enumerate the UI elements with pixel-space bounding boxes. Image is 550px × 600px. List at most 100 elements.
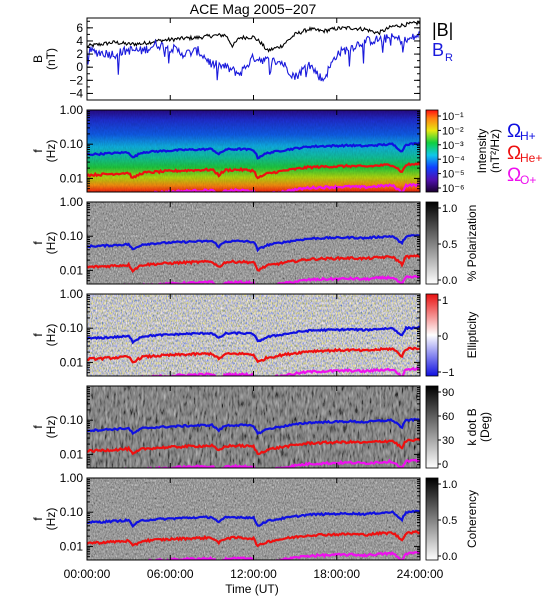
colorbar-units: (Deg) (478, 412, 492, 442)
omega-he-line (87, 253, 420, 274)
panel-coherency: 1.00 0.10 0.01 f (Hz) 1.0 0.5 0.0 Coherency (31, 471, 479, 563)
panel-ellipticity: 1.00 0.10 0.01 f (Hz) 1 0 −1 Ellipticity (31, 287, 479, 379)
colorbar-tick-label: 1.0 (442, 479, 457, 491)
legend-b-radial: B (432, 40, 444, 60)
y-tick-label: 0.01 (60, 263, 84, 277)
y-tick-label: 2 (76, 47, 83, 61)
colorbar-tick-label: 10⁻⁵ (442, 169, 465, 181)
y-axis-units: (Hz) (44, 232, 58, 255)
y-tick-label: 0.01 (60, 447, 84, 461)
y-tick-label: 1.00 (60, 287, 84, 301)
colorbar-tick-label: 30 (442, 435, 454, 447)
x-tick-label: 24:00:00 (397, 567, 444, 581)
y-axis-label: f (31, 517, 45, 521)
series-b-radial-line (86, 31, 421, 82)
legend-omega-symbol: Ω (507, 121, 521, 142)
spectrogram-kdotb (87, 386, 420, 468)
spectrogram-polarization (87, 202, 420, 284)
colorbar-tick-label: 0 (442, 459, 448, 471)
spectrogram-intensity (87, 110, 420, 192)
y-axis-label: f (31, 241, 45, 245)
colorbar-tick-label: 10⁻² (442, 125, 464, 137)
omega-he-line (87, 346, 420, 364)
spectrogram-coherency (87, 478, 420, 560)
colorbar (425, 109, 439, 193)
legend-b-radial-sub: R (445, 52, 453, 64)
omega-h-line (87, 141, 420, 160)
panel-polarization: 1.00 0.10 0.01 f (Hz) 1.0 0.5 0.0 % Polarization (31, 195, 479, 287)
x-tick-label: 12:00:00 (230, 567, 277, 581)
colorbar-tick-label: 10⁻⁶ (442, 183, 465, 195)
colorbar-tick-label: 0.5 (442, 515, 457, 527)
panel-intensity: 1.00 0.10 0.01 f (Hz) 10⁻¹ 10⁻² 10⁻³ 10⁻⁴ 10⁻⁵ 10⁻… (31, 103, 542, 195)
colorbar-units: (nT²/Hz) (488, 129, 502, 173)
colorbar-tick-label: 0.0 (442, 275, 457, 287)
y-tick-label: 0.01 (60, 355, 84, 369)
x-tick-label: 06:00:00 (147, 567, 194, 581)
omega-o-line (123, 550, 420, 560)
y-axis-units: (Hz) (44, 140, 58, 163)
panel-kdotb: 0.10 0.01 f (Hz) 90 60 30 0 k dot B (Deg) (31, 385, 492, 471)
colorbar-tick-label: 10⁻³ (442, 140, 464, 152)
series-b-total-line (86, 20, 421, 53)
y-axis-units: (Hz) (44, 508, 58, 531)
omega-h-line (87, 417, 420, 436)
colorbar-label: Coherency (465, 490, 479, 548)
y-tick-label: 0 (76, 60, 83, 74)
omega-h-line (87, 509, 420, 529)
omega-he-line (87, 437, 420, 456)
y-tick-label: 0.10 (60, 413, 84, 427)
colorbar-tick-label: 0.0 (442, 551, 457, 563)
y-axis-units: (nT) (44, 48, 58, 70)
y-axis-label: f (31, 149, 45, 153)
colorbar (425, 477, 439, 561)
y-axis-units: (Hz) (44, 324, 58, 347)
colorbar-tick-label: 60 (442, 411, 454, 423)
x-axis-label: Time (UT) (225, 582, 279, 596)
legend-omega-sub: He+ (520, 151, 542, 165)
y-axis-label: B (31, 55, 45, 63)
colorbar-tick-label: 1 (442, 295, 448, 307)
legend-b-total: |B| (432, 20, 453, 40)
colorbar-label: Ellipticity (465, 312, 479, 359)
y-tick-label: 0.10 (60, 505, 84, 519)
y-tick-label: 1.00 (60, 103, 84, 117)
colorbar (425, 293, 439, 377)
spectrogram-ellipticity (87, 294, 420, 376)
y-axis-label: f (31, 425, 45, 429)
y-tick-label: 1.00 (60, 471, 84, 485)
colorbar-tick-label: 10⁻¹ (442, 111, 464, 123)
y-tick-label: −2 (69, 73, 83, 87)
omega-h-line (87, 325, 420, 345)
colorbar-tick-label: 0 (442, 331, 448, 343)
figure-title: ACE Mag 2005−207 (190, 1, 317, 17)
legend-omega-symbol: Ω (507, 143, 521, 164)
x-axis: Time (UT) 00:00:00 06:00:00 12:00:00 18:00:… (64, 567, 444, 596)
y-tick-label: 0.01 (60, 171, 84, 185)
y-tick-label: −4 (69, 86, 83, 100)
x-tick-label: 00:00:00 (64, 567, 111, 581)
y-tick-label: 0.10 (60, 321, 84, 335)
omega-he-line (87, 161, 420, 180)
colorbar (425, 385, 439, 469)
omega-h-line (87, 234, 420, 253)
colorbar-label: % Polarization (465, 205, 479, 282)
omega-o-line (114, 366, 420, 376)
colorbar-tick-label: 1.0 (442, 203, 457, 215)
colorbar-tick-label: 0.5 (442, 239, 457, 251)
x-tick-label: 18:00:00 (313, 567, 360, 581)
y-axis-units: (Hz) (44, 416, 58, 439)
y-tick-label: 1.00 (60, 195, 84, 209)
y-tick-label: 0.10 (60, 229, 84, 243)
y-tick-label: 0.10 (60, 137, 84, 151)
colorbar-label: Intensity (475, 129, 489, 174)
colorbar-label: k dot B (465, 408, 479, 445)
y-tick-label: 0.01 (60, 539, 84, 553)
omega-he-line (87, 530, 420, 548)
colorbar-tick-label: −1 (442, 367, 455, 379)
colorbar-tick-label: 90 (442, 387, 454, 399)
legend-omega-symbol: Ω (507, 165, 521, 186)
